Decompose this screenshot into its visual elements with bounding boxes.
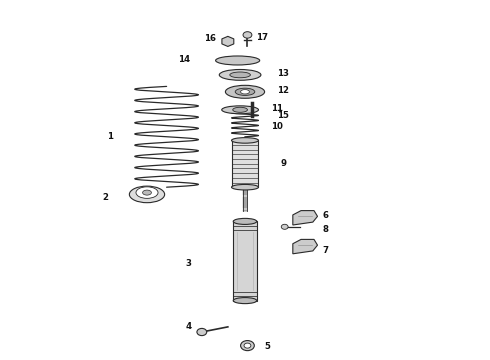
Ellipse shape bbox=[225, 85, 265, 98]
Ellipse shape bbox=[232, 184, 259, 190]
Ellipse shape bbox=[241, 90, 249, 94]
Text: 17: 17 bbox=[256, 33, 268, 42]
Polygon shape bbox=[293, 239, 318, 254]
Circle shape bbox=[244, 343, 251, 348]
Ellipse shape bbox=[233, 298, 257, 303]
Ellipse shape bbox=[136, 187, 158, 198]
Polygon shape bbox=[222, 36, 234, 46]
Text: 1: 1 bbox=[107, 132, 113, 141]
Bar bbox=[233, 221, 257, 301]
Polygon shape bbox=[293, 211, 318, 225]
Ellipse shape bbox=[216, 56, 260, 65]
Ellipse shape bbox=[233, 219, 257, 224]
Text: 15: 15 bbox=[277, 111, 289, 120]
Ellipse shape bbox=[233, 107, 247, 112]
Circle shape bbox=[197, 328, 207, 336]
Text: 9: 9 bbox=[280, 159, 286, 168]
Ellipse shape bbox=[129, 186, 165, 203]
Ellipse shape bbox=[235, 88, 255, 95]
Text: 4: 4 bbox=[186, 323, 192, 331]
Text: 3: 3 bbox=[186, 259, 192, 268]
Circle shape bbox=[281, 224, 288, 229]
Text: 13: 13 bbox=[277, 69, 289, 78]
Ellipse shape bbox=[220, 69, 261, 80]
Text: 2: 2 bbox=[102, 194, 108, 202]
Text: 5: 5 bbox=[264, 342, 270, 351]
Text: 7: 7 bbox=[323, 246, 329, 255]
Ellipse shape bbox=[230, 72, 250, 78]
Ellipse shape bbox=[232, 138, 259, 143]
Circle shape bbox=[241, 341, 254, 351]
Text: 8: 8 bbox=[323, 225, 329, 234]
Ellipse shape bbox=[143, 190, 151, 195]
Text: 6: 6 bbox=[323, 211, 329, 220]
Ellipse shape bbox=[221, 106, 259, 114]
Text: 12: 12 bbox=[277, 86, 289, 95]
Text: 16: 16 bbox=[204, 34, 216, 43]
Text: 10: 10 bbox=[271, 122, 283, 131]
Text: 11: 11 bbox=[271, 104, 283, 112]
Circle shape bbox=[243, 32, 252, 38]
Text: 14: 14 bbox=[178, 55, 190, 64]
Bar bbox=[231, 140, 259, 187]
